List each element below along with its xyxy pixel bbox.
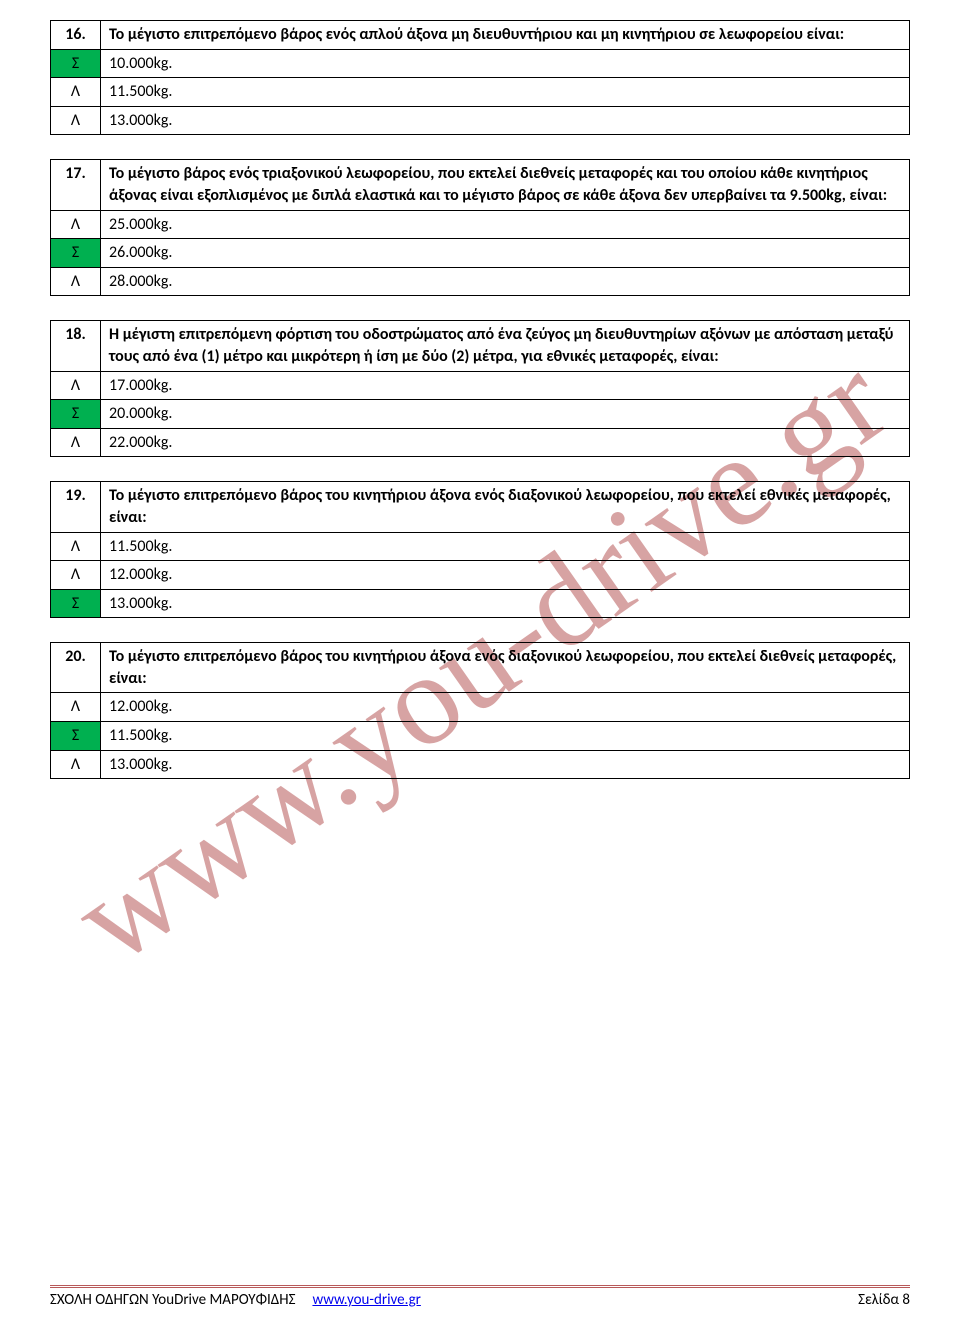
question-number: 18.	[51, 321, 101, 371]
answer-row: Σ26.000kg.	[51, 239, 910, 268]
answer-text: 17.000kg.	[101, 371, 910, 400]
answer-mark: Λ	[51, 428, 101, 457]
question-text: Το μέγιστο επιτρεπόμενο βάρος ενός απλού…	[101, 21, 910, 50]
question-row: 18.Η μέγιστη επιτρεπόμενη φόρτιση του οδ…	[51, 321, 910, 371]
answer-row: Λ28.000kg.	[51, 267, 910, 296]
question-number: 16.	[51, 21, 101, 50]
answer-mark: Λ	[51, 78, 101, 107]
question-table: 16.Το μέγιστο επιτρεπόμενο βάρος ενός απ…	[50, 20, 910, 135]
answer-mark: Λ	[51, 210, 101, 239]
answer-text: 28.000kg.	[101, 267, 910, 296]
answer-mark: Σ	[51, 49, 101, 78]
answer-text: 12.000kg.	[101, 561, 910, 590]
question-number: 19.	[51, 482, 101, 532]
footer-left: ΣΧΟΛΗ ΟΔΗΓΩΝ YouDrive ΜΑΡΟΥΦΙΔΗΣ	[50, 1291, 295, 1309]
answer-mark: Λ	[51, 750, 101, 779]
answer-text: 25.000kg.	[101, 210, 910, 239]
answer-row: Σ20.000kg.	[51, 400, 910, 429]
answer-mark: Σ	[51, 589, 101, 618]
answer-row: Σ11.500kg.	[51, 722, 910, 751]
questions-container: 16.Το μέγιστο επιτρεπόμενο βάρος ενός απ…	[50, 20, 910, 779]
question-text: Το μέγιστο επιτρεπόμενο βάρος του κινητή…	[101, 643, 910, 693]
question-row: 19.Το μέγιστο επιτρεπόμενο βάρος του κιν…	[51, 482, 910, 532]
answer-row: Λ12.000kg.	[51, 561, 910, 590]
question-row: 20.Το μέγιστο επιτρεπόμενο βάρος του κιν…	[51, 643, 910, 693]
answer-row: Λ25.000kg.	[51, 210, 910, 239]
question-table: 18.Η μέγιστη επιτρεπόμενη φόρτιση του οδ…	[50, 320, 910, 457]
answer-row: Λ22.000kg.	[51, 428, 910, 457]
answer-text: 22.000kg.	[101, 428, 910, 457]
question-number: 17.	[51, 160, 101, 210]
question-row: 16.Το μέγιστο επιτρεπόμενο βάρος ενός απ…	[51, 21, 910, 50]
question-table: 17.Το μέγιστο βάρος ενός τριαξονικού λεω…	[50, 159, 910, 296]
answer-text: 20.000kg.	[101, 400, 910, 429]
answer-row: Λ13.000kg.	[51, 750, 910, 779]
question-text: Το μέγιστο επιτρεπόμενο βάρος του κινητή…	[101, 482, 910, 532]
question-text: Η μέγιστη επιτρεπόμενη φόρτιση του οδοστ…	[101, 321, 910, 371]
answer-mark: Λ	[51, 693, 101, 722]
answer-text: 10.000kg.	[101, 49, 910, 78]
answer-row: Λ13.000kg.	[51, 106, 910, 135]
answer-row: Λ17.000kg.	[51, 371, 910, 400]
question-number: 20.	[51, 643, 101, 693]
answer-mark: Σ	[51, 239, 101, 268]
page-footer: ΣΧΟΛΗ ΟΔΗΓΩΝ YouDrive ΜΑΡΟΥΦΙΔΗΣ www.you…	[50, 1285, 910, 1309]
answer-mark: Σ	[51, 722, 101, 751]
answer-row: Λ12.000kg.	[51, 693, 910, 722]
question-block: 16.Το μέγιστο επιτρεπόμενο βάρος ενός απ…	[50, 20, 910, 135]
answer-text: 26.000kg.	[101, 239, 910, 268]
answer-mark: Σ	[51, 400, 101, 429]
answer-row: Λ11.500kg.	[51, 532, 910, 561]
answer-mark: Λ	[51, 106, 101, 135]
footer-link[interactable]: www.you-drive.gr	[312, 1291, 420, 1309]
question-table: 20.Το μέγιστο επιτρεπόμενο βάρος του κιν…	[50, 642, 910, 779]
answer-mark: Λ	[51, 371, 101, 400]
question-row: 17.Το μέγιστο βάρος ενός τριαξονικού λεω…	[51, 160, 910, 210]
answer-row: Σ13.000kg.	[51, 589, 910, 618]
answer-row: Λ11.500kg.	[51, 78, 910, 107]
answer-text: 12.000kg.	[101, 693, 910, 722]
question-block: 19.Το μέγιστο επιτρεπόμενο βάρος του κιν…	[50, 481, 910, 618]
answer-text: 13.000kg.	[101, 106, 910, 135]
question-block: 17.Το μέγιστο βάρος ενός τριαξονικού λεω…	[50, 159, 910, 296]
answer-text: 13.000kg.	[101, 750, 910, 779]
answer-mark: Λ	[51, 267, 101, 296]
footer-right: Σελίδα 8	[858, 1291, 910, 1309]
question-block: 20.Το μέγιστο επιτρεπόμενο βάρος του κιν…	[50, 642, 910, 779]
question-table: 19.Το μέγιστο επιτρεπόμενο βάρος του κιν…	[50, 481, 910, 618]
answer-text: 11.500kg.	[101, 722, 910, 751]
question-block: 18.Η μέγιστη επιτρεπόμενη φόρτιση του οδ…	[50, 320, 910, 457]
answer-mark: Λ	[51, 561, 101, 590]
answer-text: 13.000kg.	[101, 589, 910, 618]
answer-mark: Λ	[51, 532, 101, 561]
question-text: Το μέγιστο βάρος ενός τριαξονικού λεωφορ…	[101, 160, 910, 210]
answer-text: 11.500kg.	[101, 532, 910, 561]
answer-text: 11.500kg.	[101, 78, 910, 107]
answer-row: Σ10.000kg.	[51, 49, 910, 78]
